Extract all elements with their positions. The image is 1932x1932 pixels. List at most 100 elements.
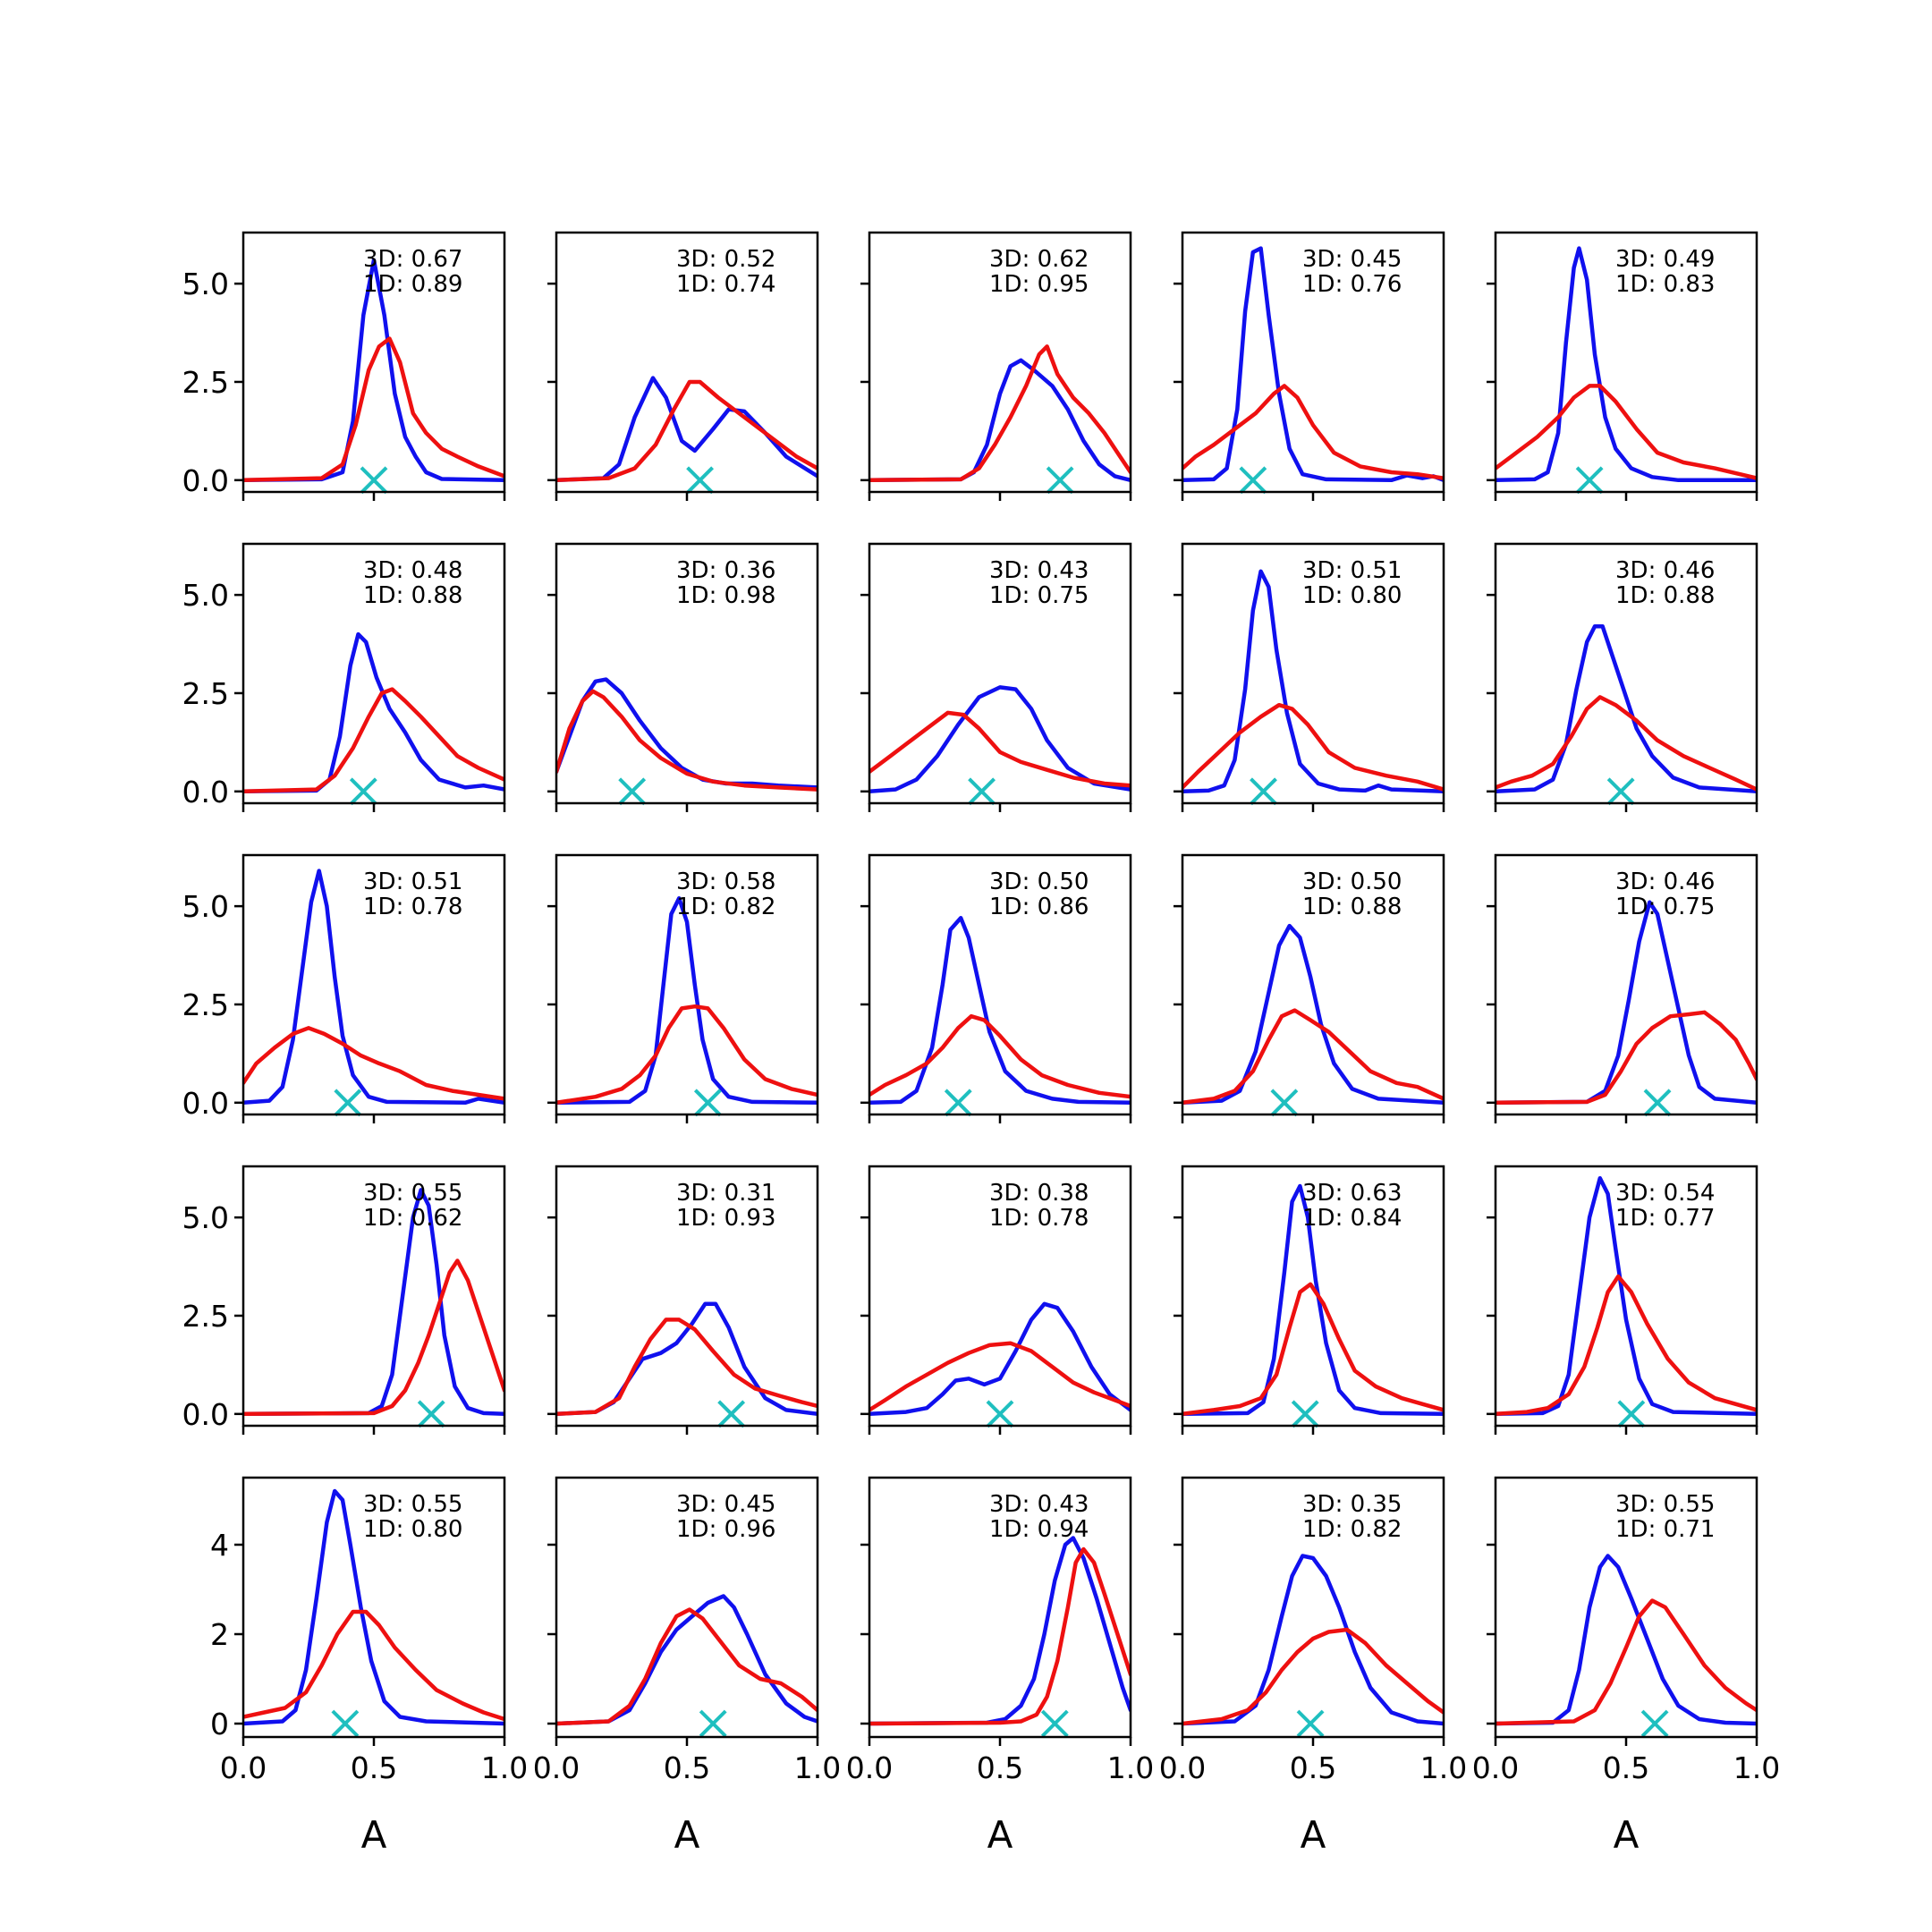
annotation-1d: 1D: 0.62	[363, 1205, 462, 1232]
x-tick-label: 0.0	[220, 1750, 267, 1785]
annotation-3d: 3D: 0.46	[1615, 557, 1715, 584]
red-density-line	[869, 1013, 1131, 1099]
y-tick-label: 2.5	[182, 1299, 229, 1334]
blue-density-line	[1496, 1554, 1757, 1726]
true-value-marker	[1643, 1089, 1672, 1117]
x-tick-label: 0.0	[1159, 1750, 1206, 1785]
x-axis-label: A	[1301, 1813, 1326, 1857]
panel-curves	[869, 1301, 1131, 1417]
y-tick-label: 2.5	[182, 987, 229, 1022]
true-value-marker	[331, 1709, 360, 1738]
red-density-line	[556, 379, 818, 483]
panel-curves	[1496, 246, 1757, 483]
panel-curves	[1182, 1554, 1444, 1726]
true-value-marker	[699, 1709, 727, 1738]
annotation-3d: 3D: 0.62	[989, 246, 1089, 273]
annotation-1d: 1D: 0.88	[1615, 582, 1715, 609]
annotation-3d: 3D: 0.38	[989, 1180, 1089, 1207]
blue-density-line	[243, 258, 504, 483]
red-density-line	[1182, 1627, 1444, 1726]
panel-curves	[1496, 624, 1757, 794]
blue-density-line	[243, 631, 504, 794]
red-density-line	[243, 1258, 504, 1417]
annotation-3d: 3D: 0.45	[676, 1491, 775, 1518]
annotation-1d: 1D: 0.80	[1302, 582, 1402, 609]
y-tick-label: 5.0	[182, 1200, 229, 1235]
annotation-1d: 1D: 0.89	[363, 271, 462, 298]
true-value-marker	[1270, 1089, 1299, 1117]
annotation-1d: 1D: 0.98	[676, 582, 775, 609]
y-tick-label: 2.5	[182, 365, 229, 400]
y-tick-label: 5.0	[182, 889, 229, 924]
x-tick-label: 0.5	[977, 1750, 1023, 1785]
annotation-1d: 1D: 0.71	[1615, 1516, 1715, 1543]
annotation-3d: 3D: 0.36	[676, 557, 775, 584]
red-density-line	[869, 1341, 1131, 1412]
annotation-3d: 3D: 0.63	[1302, 1180, 1402, 1207]
annotation-3d: 3D: 0.43	[989, 557, 1089, 584]
y-tick-label: 0.0	[182, 1086, 229, 1121]
x-tick-label: 1.0	[481, 1750, 528, 1785]
blue-density-line	[556, 896, 818, 1106]
x-tick-label: 0.5	[1603, 1750, 1649, 1785]
annotation-1d: 1D: 0.84	[1302, 1205, 1402, 1232]
red-density-line	[1182, 702, 1444, 792]
panel-curves	[556, 1301, 818, 1417]
panel-curves	[243, 1188, 504, 1417]
panel-curves	[243, 869, 504, 1106]
x-axis-label: A	[361, 1813, 387, 1857]
annotation-1d: 1D: 0.82	[676, 894, 775, 920]
x-tick-label: 0.5	[664, 1750, 710, 1785]
blue-density-line	[243, 1188, 504, 1417]
red-density-line	[243, 1026, 504, 1101]
annotation-1d: 1D: 0.78	[989, 1205, 1089, 1232]
annotation-3d: 3D: 0.46	[1615, 869, 1715, 895]
x-axis-label: A	[1614, 1813, 1640, 1857]
red-density-line	[556, 1607, 818, 1726]
blue-density-line	[1182, 1554, 1444, 1726]
annotation-3d: 3D: 0.50	[1302, 869, 1402, 895]
annotation-1d: 1D: 0.93	[676, 1205, 775, 1232]
panel-curves	[243, 258, 504, 483]
annotation-3d: 3D: 0.51	[1302, 557, 1402, 584]
true-value-marker	[1296, 1709, 1325, 1738]
annotation-1d: 1D: 0.88	[1302, 894, 1402, 920]
blue-density-line	[1496, 624, 1757, 794]
x-tick-label: 1.0	[794, 1750, 841, 1785]
panel-curves	[869, 916, 1131, 1106]
annotation-1d: 1D: 0.83	[1615, 271, 1715, 298]
y-tick-label: 2.5	[182, 676, 229, 711]
annotation-3d: 3D: 0.54	[1615, 1180, 1715, 1207]
panel-curves	[1182, 1183, 1444, 1417]
true-value-marker	[334, 1089, 362, 1117]
annotation-1d: 1D: 0.74	[676, 271, 775, 298]
red-density-line	[1496, 1598, 1757, 1726]
true-value-marker	[1040, 1709, 1069, 1738]
true-value-marker	[693, 1089, 722, 1117]
annotation-1d: 1D: 0.95	[989, 271, 1089, 298]
annotation-3d: 3D: 0.58	[676, 869, 775, 895]
red-density-line	[1496, 1010, 1757, 1106]
true-value-marker	[1640, 1709, 1669, 1738]
panel-curves	[869, 344, 1131, 483]
annotation-1d: 1D: 0.94	[989, 1516, 1089, 1543]
panel-curves	[1496, 1175, 1757, 1417]
annotation-3d: 3D: 0.55	[363, 1491, 462, 1518]
